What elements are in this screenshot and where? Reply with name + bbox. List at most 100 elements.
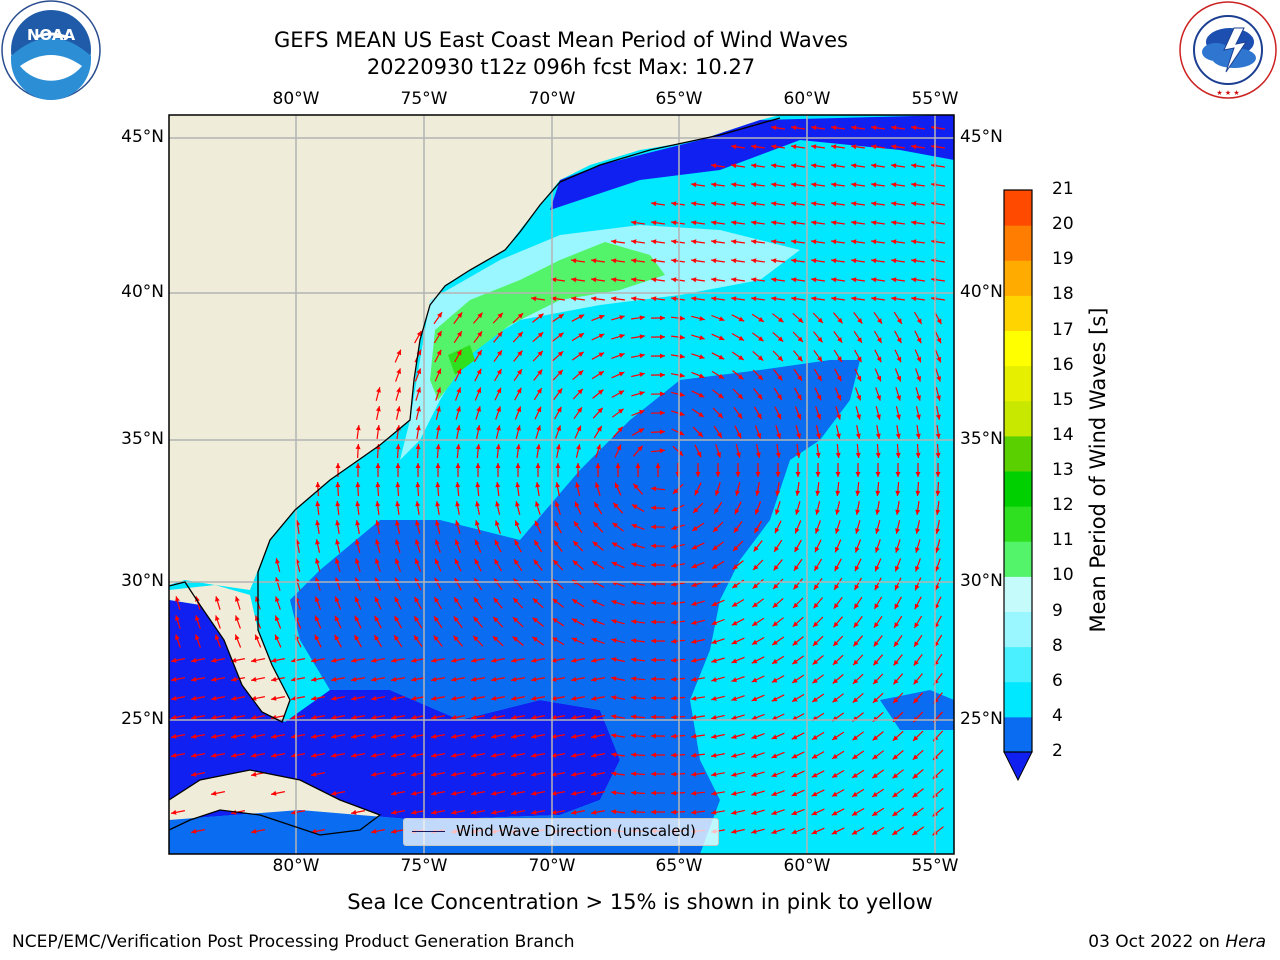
wave-direction-arrowhead xyxy=(411,657,417,663)
wave-direction-arrowhead xyxy=(755,490,761,496)
wave-direction-arrowhead xyxy=(175,615,180,621)
wave-direction-arrowhead xyxy=(516,406,522,413)
lat-label-left: 35°N xyxy=(121,429,164,449)
wave-direction-arrowhead xyxy=(812,678,818,684)
wave-direction-arrowhead xyxy=(911,201,917,207)
wave-direction-arrowhead xyxy=(718,354,725,360)
wave-direction-arrowhead xyxy=(655,463,661,468)
wave-direction-arrowhead xyxy=(395,444,401,450)
wave-direction-arrowhead xyxy=(699,316,705,321)
wave-direction-arrowhead xyxy=(875,547,880,553)
wave-direction-arrowhead xyxy=(496,387,502,394)
wave-direction-arrowhead xyxy=(851,201,857,207)
wave-direction-arrowhead xyxy=(456,406,461,412)
colorbar-swatch xyxy=(1004,681,1032,718)
wave-direction-arrowhead xyxy=(815,490,821,496)
colorbar-frame xyxy=(1003,189,1033,753)
wave-direction-arrowhead xyxy=(455,482,461,488)
wave-direction-arrowhead xyxy=(531,790,537,796)
wave-direction-arrowhead xyxy=(274,615,280,622)
wave-direction-arrowhead xyxy=(737,393,743,399)
colorbar-tick-label: 11 xyxy=(1052,530,1074,551)
lat-label-right: 25°N xyxy=(960,709,1003,729)
wave-direction-arrowhead xyxy=(577,407,582,413)
wave-direction-arrowhead xyxy=(914,584,920,591)
wave-direction-arrowhead xyxy=(659,448,665,454)
lon-label-top: 65°W xyxy=(655,89,703,109)
wave-direction-arrowhead xyxy=(578,333,584,339)
wave-direction-arrowhead xyxy=(351,695,357,701)
wave-direction-arrowhead xyxy=(331,695,337,701)
wave-direction-arrowhead xyxy=(895,433,901,439)
wave-direction-arrowhead xyxy=(715,490,720,496)
wave-direction-arrowhead xyxy=(371,771,377,777)
wave-direction-arrowhead xyxy=(271,695,277,701)
wave-direction-arrowhead xyxy=(811,144,817,150)
wave-direction-arrowhead xyxy=(877,318,882,324)
wave-direction-arrowhead xyxy=(376,387,381,393)
wave-direction-arrowhead xyxy=(415,539,420,545)
wave-direction-arrowhead xyxy=(811,201,817,207)
wave-direction-arrowhead xyxy=(659,410,665,416)
wave-direction-arrowhead xyxy=(660,353,665,359)
wave-direction-arrowhead xyxy=(414,596,420,603)
wave-direction-arrowhead xyxy=(771,258,777,264)
wave-direction-arrowhead xyxy=(774,527,780,534)
wave-direction-arrowhead xyxy=(773,583,779,589)
wave-direction-arrowhead xyxy=(857,318,863,324)
wave-direction-arrowhead xyxy=(371,733,377,739)
wave-direction-arrowhead xyxy=(314,634,320,641)
wave-direction-arrowhead xyxy=(752,583,759,589)
wave-direction-arrowhead xyxy=(335,501,341,507)
wave-direction-arrowhead xyxy=(251,771,257,777)
wave-direction-arrowhead xyxy=(611,790,617,796)
wave-direction-arrowhead xyxy=(873,678,879,685)
chart-subtitle: 20220930 t12z 096h fcst Max: 10.27 xyxy=(366,55,756,79)
wave-direction-arrowhead xyxy=(311,771,317,777)
wave-direction-arrowhead xyxy=(354,596,360,603)
wave-direction-arrowhead xyxy=(671,581,677,587)
colorbar-swatch xyxy=(1004,541,1032,577)
wave-direction-arrowhead xyxy=(874,622,879,628)
wave-direction-arrowhead xyxy=(471,676,477,682)
wave-direction-arrowhead xyxy=(771,239,777,245)
wave-direction-arrowhead xyxy=(711,639,717,644)
wave-direction-arrowhead xyxy=(414,616,420,622)
wave-direction-arrowhead xyxy=(471,714,477,720)
wave-direction-arrowhead xyxy=(594,502,600,508)
wave-direction-arrowhead xyxy=(936,376,941,382)
wave-direction-arrowhead xyxy=(711,752,717,758)
wave-direction-arrowhead xyxy=(911,277,917,283)
wave-direction-arrowhead xyxy=(892,811,898,816)
wave-direction-arrowhead xyxy=(591,790,597,796)
wave-direction-arrowhead xyxy=(314,596,320,602)
wave-direction-arrowhead xyxy=(435,463,441,468)
wave-direction-arrowhead xyxy=(892,754,899,760)
wave-direction-arrowhead xyxy=(871,201,877,207)
wave-direction-arrowhead xyxy=(491,733,497,739)
wave-direction-arrowhead xyxy=(751,658,758,664)
wave-direction-arrowhead xyxy=(659,391,665,397)
wave-direction-arrowhead xyxy=(571,258,577,264)
wave-direction-arrowhead xyxy=(415,520,420,526)
wave-direction-arrowhead xyxy=(651,676,656,682)
wave-direction-arrowhead xyxy=(896,337,902,344)
wave-direction-arrowhead xyxy=(771,677,778,683)
wave-direction-arrowhead xyxy=(476,387,482,394)
wave-direction-arrowhead xyxy=(777,336,784,342)
wave-direction-arrowhead xyxy=(816,433,821,439)
wave-direction-arrowhead xyxy=(493,597,499,603)
wave-direction-arrowhead xyxy=(611,752,617,758)
wave-direction-arrowhead xyxy=(711,258,717,264)
wave-direction-arrowhead xyxy=(191,657,197,663)
wave-direction-arrowhead xyxy=(535,501,540,507)
wave-direction-arrowhead xyxy=(635,463,641,468)
wave-direction-arrowhead xyxy=(574,501,580,508)
wave-direction-arrowhead xyxy=(771,220,777,226)
wave-direction-arrowhead xyxy=(813,584,819,590)
wave-direction-arrowhead xyxy=(475,482,481,488)
wave-direction-arrowhead xyxy=(771,163,777,169)
wave-direction-arrowhead xyxy=(396,349,402,356)
wave-direction-arrowhead xyxy=(494,559,500,565)
wave-direction-arrowhead xyxy=(815,528,820,534)
